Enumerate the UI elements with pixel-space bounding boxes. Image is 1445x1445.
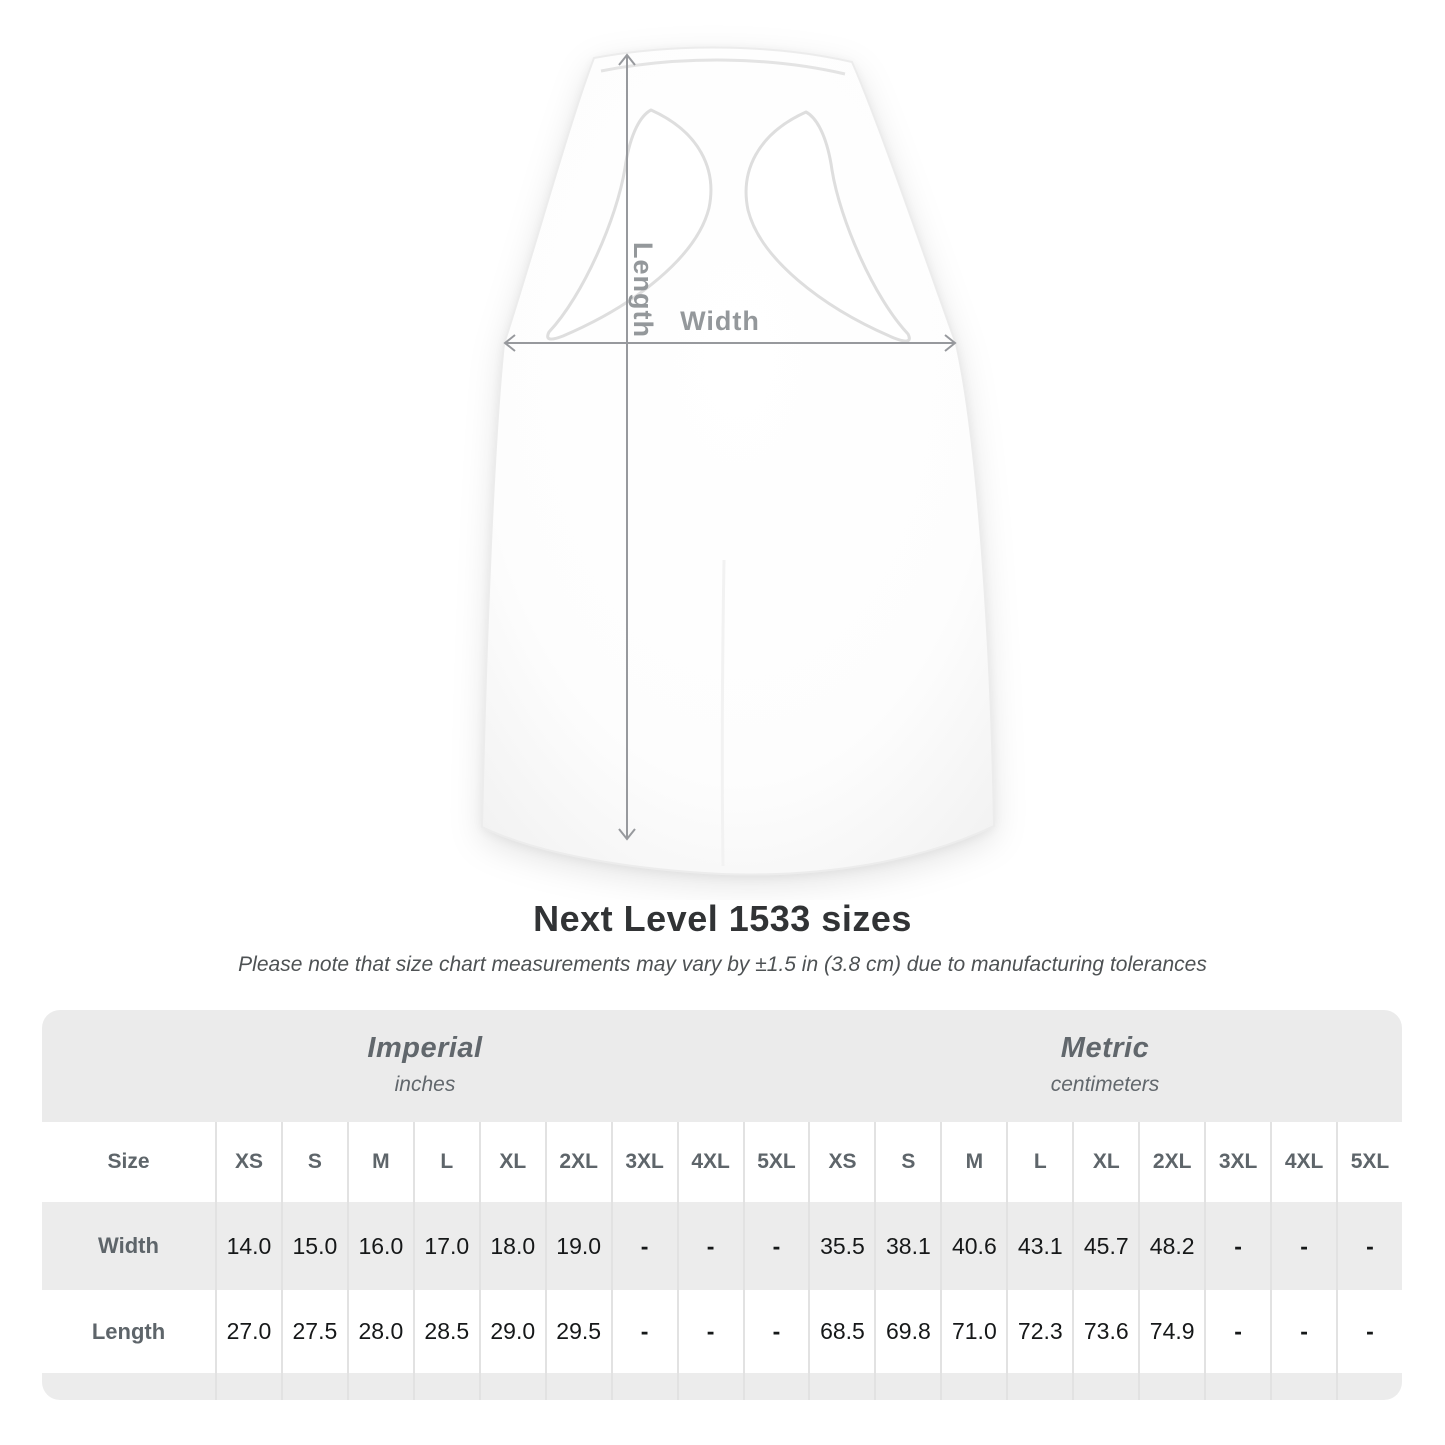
tank-top-illustration	[480, 46, 996, 876]
width-imperial-l: 17.0	[412, 1202, 479, 1290]
col-header-metric-4xl: 4XL	[1270, 1122, 1336, 1202]
unit-band: Imperial inches Metric centimeters	[42, 1010, 1402, 1122]
armhole-left	[546, 108, 713, 341]
width-label: Width	[680, 306, 760, 336]
length-imperial-2xl: 29.5	[544, 1290, 611, 1373]
length-metric-s: 69.8	[874, 1290, 940, 1373]
col-header-imperial-m: M	[346, 1122, 413, 1202]
center-crease	[720, 559, 726, 867]
table-row-length: Length 27.0 27.5 28.0 28.5 29.0 29.5 - -…	[42, 1290, 1402, 1373]
metric-unit: centimeters	[1050, 1072, 1160, 1096]
length-metric-l: 72.3	[1006, 1290, 1072, 1373]
length-imperial-4xl: -	[676, 1290, 743, 1373]
corner-label: Size	[107, 1150, 150, 1173]
width-arrowhead-right	[944, 334, 957, 352]
length-imperial-xl: 29.0	[478, 1290, 545, 1373]
length-metric-5xl: -	[1336, 1290, 1402, 1373]
length-metric-4xl: -	[1270, 1290, 1336, 1373]
length-imperial-5xl: -	[742, 1290, 809, 1373]
tank-top-outline	[480, 46, 996, 876]
length-imperial-3xl: -	[610, 1290, 677, 1373]
width-metric-xs: 35.5	[808, 1202, 874, 1290]
page-title: Next Level 1533 sizes	[533, 898, 912, 939]
width-imperial-m: 16.0	[346, 1202, 413, 1290]
imperial-unit: inches	[394, 1072, 456, 1096]
metric-title: Metric	[1060, 1031, 1150, 1064]
col-header-metric-2xl: 2XL	[1138, 1122, 1204, 1202]
col-header-imperial-s: S	[280, 1122, 347, 1202]
length-metric-xl: 73.6	[1072, 1290, 1138, 1373]
tolerance-note: Please note that size chart measurements…	[238, 953, 1207, 976]
size-table: Imperial inches Metric centimeters Size …	[42, 1010, 1402, 1400]
length-label: Length	[628, 242, 658, 338]
width-arrowhead-left	[503, 334, 516, 352]
armhole-right	[744, 110, 911, 343]
table-footer-strip	[42, 1373, 1402, 1400]
length-metric-m: 71.0	[940, 1290, 1006, 1373]
width-imperial-5xl: -	[742, 1202, 809, 1290]
measurement-overlay: Length Width	[503, 53, 957, 841]
neckline-binding	[600, 58, 846, 76]
length-imperial-xs: 27.0	[215, 1290, 281, 1373]
width-metric-m: 40.6	[940, 1202, 1006, 1290]
width-metric-s: 38.1	[874, 1202, 940, 1290]
width-metric-2xl: 48.2	[1138, 1202, 1204, 1290]
col-header-imperial-xl: XL	[478, 1122, 545, 1202]
width-imperial-2xl: 19.0	[544, 1202, 611, 1290]
col-header-metric-xs: XS	[808, 1122, 874, 1202]
width-metric-xl: 45.7	[1072, 1202, 1138, 1290]
col-header-metric-l: L	[1006, 1122, 1072, 1202]
width-metric-3xl: -	[1204, 1202, 1270, 1290]
width-imperial-3xl: -	[610, 1202, 677, 1290]
length-metric-xs: 68.5	[808, 1290, 874, 1373]
col-header-imperial-l: L	[412, 1122, 479, 1202]
length-metric-3xl: -	[1204, 1290, 1270, 1373]
row-label-width: Width	[98, 1233, 159, 1258]
tank-top-svg: Length Width	[480, 46, 996, 876]
imperial-title: Imperial	[367, 1031, 483, 1064]
col-header-metric-5xl: 5XL	[1336, 1122, 1402, 1202]
col-header-imperial-3xl: 3XL	[610, 1122, 677, 1202]
col-header-metric-m: M	[940, 1122, 1006, 1202]
width-imperial-xl: 18.0	[478, 1202, 545, 1290]
length-imperial-s: 27.5	[280, 1290, 347, 1373]
length-arrowhead-bottom	[618, 828, 636, 841]
col-header-imperial-4xl: 4XL	[676, 1122, 743, 1202]
unit-group-imperial: Imperial inches	[42, 1010, 808, 1120]
width-imperial-xs: 14.0	[215, 1202, 281, 1290]
heading-block: Next Level 1533 sizes Please note that s…	[0, 898, 1445, 977]
width-imperial-s: 15.0	[280, 1202, 347, 1290]
col-header-metric-3xl: 3XL	[1204, 1122, 1270, 1202]
unit-group-metric: Metric centimeters	[808, 1010, 1402, 1120]
col-header-metric-s: S	[874, 1122, 940, 1202]
product-diagram: Length Width	[480, 46, 996, 876]
size-header-row: Size XS S M L XL 2XL 3XL 4XL 5XL XS S M …	[42, 1122, 1402, 1202]
width-metric-l: 43.1	[1006, 1202, 1072, 1290]
table-row-width: Width 14.0 15.0 16.0 17.0 18.0 19.0 - - …	[42, 1202, 1402, 1290]
width-imperial-4xl: -	[676, 1202, 743, 1290]
col-header-metric-xl: XL	[1072, 1122, 1138, 1202]
col-header-imperial-2xl: 2XL	[544, 1122, 611, 1202]
length-arrowhead-top	[618, 53, 636, 66]
length-imperial-m: 28.0	[346, 1290, 413, 1373]
width-metric-4xl: -	[1270, 1202, 1336, 1290]
col-header-imperial-xs: XS	[215, 1122, 281, 1202]
length-imperial-l: 28.5	[412, 1290, 479, 1373]
width-metric-5xl: -	[1336, 1202, 1402, 1290]
length-metric-2xl: 74.9	[1138, 1290, 1204, 1373]
row-label-length: Length	[91, 1318, 166, 1344]
col-header-imperial-5xl: 5XL	[742, 1122, 809, 1202]
